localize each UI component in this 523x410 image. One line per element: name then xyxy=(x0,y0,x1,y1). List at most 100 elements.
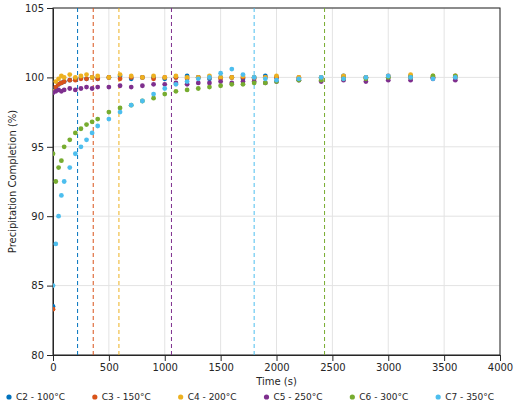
point xyxy=(453,75,458,80)
tick-mark xyxy=(53,355,54,361)
point xyxy=(140,75,145,80)
tick-label: 100 xyxy=(25,72,44,83)
point xyxy=(84,85,89,90)
point xyxy=(162,92,167,97)
point xyxy=(364,75,369,80)
tick-mark xyxy=(47,147,53,148)
point xyxy=(62,179,67,184)
point xyxy=(229,75,234,80)
point xyxy=(162,86,167,91)
point xyxy=(53,179,58,184)
point xyxy=(408,75,413,80)
series xyxy=(53,67,458,288)
point xyxy=(431,76,436,81)
point xyxy=(56,214,61,219)
grid-line-x xyxy=(444,8,445,355)
tick-mark xyxy=(221,355,222,361)
point xyxy=(229,67,234,72)
point xyxy=(118,72,123,77)
threshold-line xyxy=(118,8,119,355)
tick-mark xyxy=(444,355,445,361)
legend-marker xyxy=(436,394,441,399)
point xyxy=(151,92,156,97)
x-axis-title: Time (s) xyxy=(255,376,297,387)
point xyxy=(319,75,324,80)
tick: 90 xyxy=(31,211,53,222)
tick-mark xyxy=(47,286,53,287)
point xyxy=(229,82,234,87)
point xyxy=(106,75,111,80)
point xyxy=(364,75,369,80)
tick-mark xyxy=(47,8,53,9)
point xyxy=(62,87,67,92)
point xyxy=(252,75,257,80)
point xyxy=(218,83,223,88)
point xyxy=(296,76,301,81)
tick: 0 xyxy=(50,355,56,373)
point xyxy=(229,75,234,80)
series xyxy=(53,74,458,312)
legend-label: C4 - 200°C xyxy=(188,392,237,402)
tick-label: 2500 xyxy=(320,362,345,373)
grid-line-x xyxy=(332,8,333,355)
tick-mark xyxy=(388,355,389,361)
point xyxy=(207,85,212,90)
point xyxy=(274,74,279,79)
point xyxy=(90,119,95,124)
point xyxy=(196,81,201,86)
point xyxy=(408,75,413,80)
point xyxy=(129,85,134,90)
point xyxy=(263,76,268,81)
point xyxy=(162,75,167,80)
plot-frame xyxy=(53,8,500,355)
point xyxy=(408,75,413,80)
tick: 3000 xyxy=(376,355,401,373)
legend-item: C5 - 250°C xyxy=(264,392,323,402)
tick-mark xyxy=(277,355,278,361)
tick-label: 85 xyxy=(31,280,44,291)
point xyxy=(140,99,145,104)
tick-label: 3500 xyxy=(432,362,457,373)
point xyxy=(196,76,201,81)
point xyxy=(67,86,72,91)
legend-marker xyxy=(178,394,183,399)
legend-label: C6 - 300°C xyxy=(359,392,408,402)
series xyxy=(53,72,458,93)
point xyxy=(218,71,223,76)
threshold-line xyxy=(93,8,94,355)
plot: 0500100015002000250030003500400080859095… xyxy=(25,3,513,373)
tick: 100 xyxy=(25,72,53,83)
tick: 95 xyxy=(31,142,53,153)
legend-marker xyxy=(92,394,97,399)
point xyxy=(59,193,64,198)
point xyxy=(62,75,67,80)
tick-mark xyxy=(500,355,501,361)
point xyxy=(62,144,67,149)
point xyxy=(386,74,391,79)
threshold-line xyxy=(254,8,255,355)
tick-label: 105 xyxy=(25,3,44,14)
point xyxy=(118,110,123,115)
point xyxy=(140,75,145,80)
y-axis: 80859095100105 xyxy=(25,3,54,361)
point xyxy=(67,137,72,142)
y-axis-title: Precipitation Completion (%) xyxy=(7,110,18,254)
series xyxy=(53,74,458,309)
point xyxy=(84,137,89,142)
point xyxy=(453,75,458,80)
point xyxy=(218,79,223,84)
point xyxy=(241,82,246,87)
point xyxy=(95,124,100,129)
point xyxy=(84,72,89,77)
point xyxy=(140,75,145,80)
legend-marker xyxy=(350,394,355,399)
legend-label: C3 - 150°C xyxy=(102,392,151,402)
point xyxy=(174,89,179,94)
point xyxy=(73,151,78,156)
point xyxy=(151,74,156,79)
point xyxy=(196,86,201,91)
point xyxy=(67,165,72,170)
tick: 4000 xyxy=(488,355,513,373)
point xyxy=(296,76,301,81)
legend-item: C4 - 200°C xyxy=(178,392,237,402)
